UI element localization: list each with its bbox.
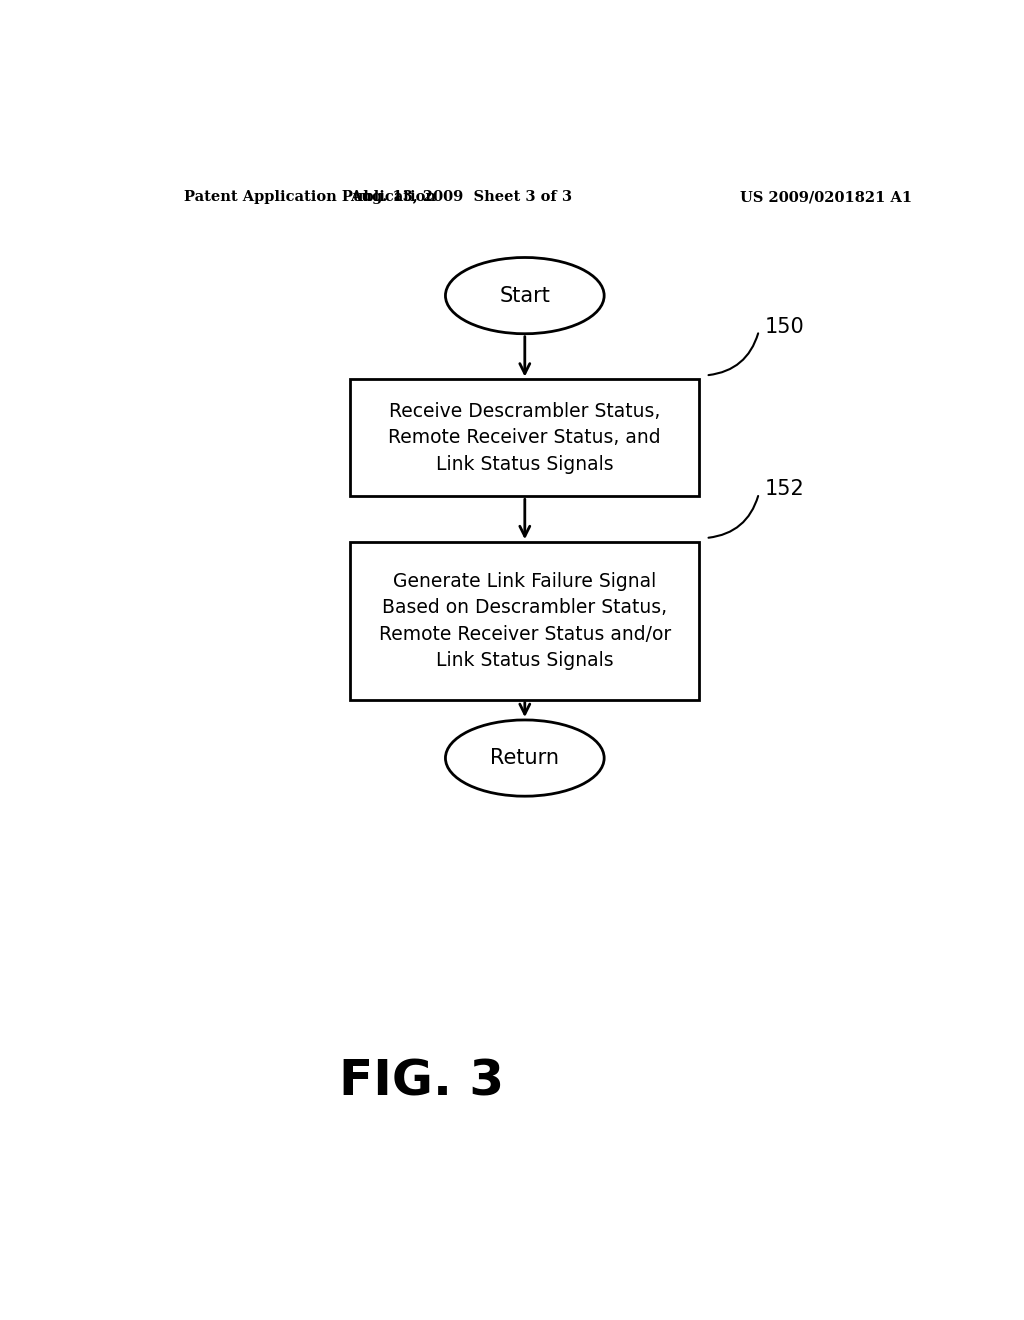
Text: US 2009/0201821 A1: US 2009/0201821 A1 [740, 190, 912, 205]
Text: Aug. 13, 2009  Sheet 3 of 3: Aug. 13, 2009 Sheet 3 of 3 [350, 190, 572, 205]
Text: Receive Descrambler Status,
Remote Receiver Status, and
Link Status Signals: Receive Descrambler Status, Remote Recei… [388, 401, 662, 474]
Text: Start: Start [500, 285, 550, 306]
Text: 150: 150 [765, 317, 804, 337]
Text: Return: Return [490, 748, 559, 768]
Text: FIG. 3: FIG. 3 [339, 1057, 504, 1105]
Text: Generate Link Failure Signal
Based on Descrambler Status,
Remote Receiver Status: Generate Link Failure Signal Based on De… [379, 572, 671, 671]
Text: 152: 152 [765, 479, 804, 499]
Text: Patent Application Publication: Patent Application Publication [183, 190, 435, 205]
